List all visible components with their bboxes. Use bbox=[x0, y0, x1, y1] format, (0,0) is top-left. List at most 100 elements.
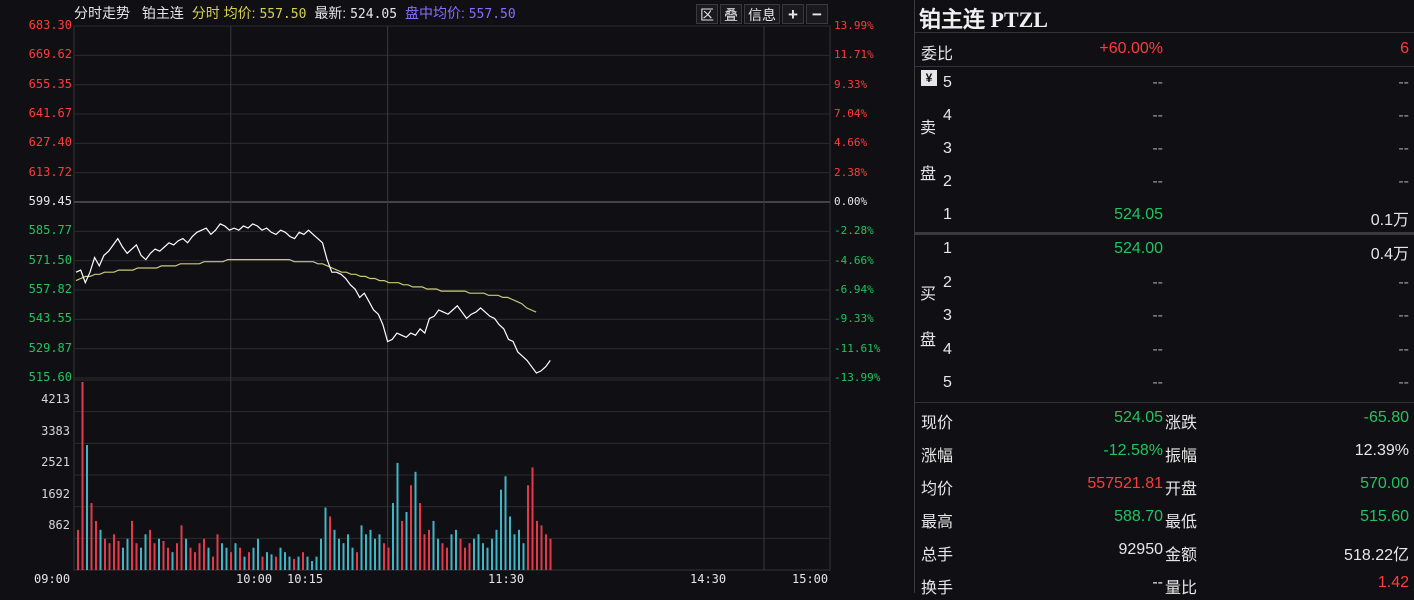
price-tick-label: 641.67 bbox=[28, 106, 72, 120]
volume-bar bbox=[198, 543, 201, 570]
volume-bar bbox=[374, 538, 376, 570]
percent-tick-label: 4.66% bbox=[834, 136, 868, 150]
volume-bar bbox=[518, 529, 520, 570]
stat-label: 最高 bbox=[921, 514, 954, 531]
volume-bar bbox=[221, 543, 223, 570]
level-price: -- bbox=[1152, 340, 1163, 358]
volume-tick-label: 4213 bbox=[41, 392, 70, 406]
volume-bar bbox=[324, 507, 327, 570]
info-button[interactable]: 信息 bbox=[744, 4, 780, 24]
price-tick-label: 557.82 bbox=[28, 282, 72, 296]
stat-value: -65.80 bbox=[1363, 409, 1409, 426]
volume-bar bbox=[446, 547, 448, 570]
chart-grid bbox=[73, 25, 831, 571]
level-price: -- bbox=[1152, 273, 1163, 291]
stat-value: -- bbox=[1152, 574, 1163, 591]
volume-bar bbox=[437, 538, 439, 570]
price-tick-label: 613.72 bbox=[28, 164, 72, 179]
stat-value: 524.05 bbox=[1114, 409, 1163, 426]
weibi-label: 委比 bbox=[921, 46, 954, 63]
volume-tick-label: 1692 bbox=[41, 486, 70, 501]
volume-bar bbox=[351, 547, 354, 570]
volume-bar bbox=[347, 534, 349, 570]
volume-bar bbox=[252, 547, 255, 570]
time-tick-label: 10:00 bbox=[236, 572, 273, 586]
stat-label: 开盘 bbox=[1165, 481, 1198, 498]
sell-level-row[interactable]: 5 -- -- bbox=[915, 68, 1414, 100]
level-number: 5 bbox=[943, 374, 952, 391]
volume-bar bbox=[216, 534, 219, 570]
level-number: 2 bbox=[943, 273, 952, 291]
avg-price-line bbox=[75, 259, 537, 313]
volume-bar bbox=[401, 520, 403, 570]
volume-bar bbox=[495, 529, 498, 570]
volume-bar bbox=[90, 503, 93, 570]
volume-bar bbox=[108, 543, 111, 570]
volume-bar bbox=[531, 467, 534, 570]
volume-bars bbox=[77, 382, 552, 570]
volume-bar bbox=[149, 529, 151, 570]
sell-level-row[interactable]: 1 524.05 0.1万 bbox=[915, 200, 1414, 232]
level-volume: -- bbox=[1398, 140, 1409, 157]
volume-bar bbox=[410, 485, 412, 570]
weibi-row: 委比 +60.00% 6 bbox=[915, 34, 1414, 66]
volume-bar bbox=[486, 547, 489, 570]
volume-bar bbox=[180, 525, 183, 570]
volume-bar bbox=[284, 552, 286, 570]
price-tick-label: 655.35 bbox=[28, 76, 72, 91]
stat-label: 涨跌 bbox=[1165, 415, 1198, 432]
volume-bar bbox=[491, 538, 493, 570]
zoom-in-button[interactable]: + bbox=[782, 4, 804, 24]
sell-label-char-1: 卖 bbox=[920, 120, 937, 137]
buy-level-row[interactable]: 5 -- -- bbox=[915, 368, 1414, 400]
latest-label: 最新: bbox=[314, 5, 347, 21]
intraday-chart-panel[interactable]: 分时走势 铂主连 分时 均价: 557.50 最新: 524.05 盘中均价: … bbox=[0, 0, 906, 593]
stat-label: 振幅 bbox=[1165, 448, 1198, 465]
time-tick-label: 09:00 bbox=[34, 572, 71, 586]
volume-bar bbox=[207, 547, 210, 570]
level-number: 1 bbox=[943, 206, 952, 223]
level-number: 4 bbox=[943, 340, 952, 358]
level-price: -- bbox=[1152, 173, 1163, 190]
volume-bar bbox=[257, 538, 259, 570]
buy-level-row[interactable]: 3 -- -- bbox=[915, 301, 1414, 333]
buy-level-row[interactable]: 4 -- -- bbox=[915, 335, 1414, 367]
stat-label: 现价 bbox=[921, 415, 954, 432]
time-tick-label: 14:30 bbox=[690, 572, 727, 586]
plot-frame bbox=[73, 25, 831, 571]
avg-value: 557.50 bbox=[259, 7, 307, 22]
stat-value: -12.58% bbox=[1103, 442, 1163, 459]
stat-label: 均价 bbox=[921, 481, 954, 498]
volume-bar bbox=[311, 561, 313, 570]
price-tick-label: 585.77 bbox=[28, 223, 72, 238]
buy-level-row[interactable]: 2 -- -- bbox=[915, 268, 1414, 300]
level-volume: -- bbox=[1398, 340, 1409, 358]
volume-bar bbox=[536, 520, 538, 570]
level-price: -- bbox=[1152, 140, 1163, 157]
overlay-button[interactable]: 叠 bbox=[720, 4, 742, 24]
sell-level-row[interactable]: 3 -- -- bbox=[915, 134, 1414, 166]
sell-level-row[interactable]: 4 -- -- bbox=[915, 101, 1414, 133]
volume-bar bbox=[392, 503, 394, 570]
volume-bar bbox=[455, 529, 457, 570]
volume-bar bbox=[459, 538, 462, 570]
level-number: 4 bbox=[943, 107, 952, 124]
volume-bar bbox=[549, 538, 552, 570]
volume-bar bbox=[122, 547, 124, 570]
price-tick-label: 669.62 bbox=[28, 47, 72, 62]
volume-bar bbox=[194, 552, 196, 570]
volume-bar bbox=[527, 485, 529, 570]
stat-label: 量比 bbox=[1165, 580, 1198, 597]
buy-level-row[interactable]: 1 524.00 0.4万 bbox=[915, 234, 1414, 266]
sell-level-row[interactable]: 2 -- -- bbox=[915, 167, 1414, 199]
level-price: -- bbox=[1152, 307, 1163, 324]
level-volume: 0.4万 bbox=[1370, 246, 1409, 263]
yen-icon: ¥ bbox=[921, 70, 937, 86]
range-button[interactable]: 区 bbox=[696, 4, 718, 24]
level-number: 3 bbox=[943, 307, 952, 324]
price-volume-chart[interactable] bbox=[0, 0, 906, 593]
percent-tick-label: -9.33% bbox=[834, 312, 874, 326]
zoom-out-button[interactable]: − bbox=[806, 4, 828, 24]
percent-tick-label: -2.28% bbox=[834, 224, 874, 238]
stat-value: 557521.81 bbox=[1087, 475, 1163, 492]
